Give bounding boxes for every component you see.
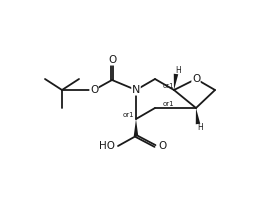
Text: or1: or1 xyxy=(162,83,174,89)
Text: H: H xyxy=(175,66,181,74)
Text: O: O xyxy=(158,141,166,151)
Text: O: O xyxy=(90,85,98,95)
Text: H: H xyxy=(197,124,203,132)
Polygon shape xyxy=(174,74,178,90)
Text: or1: or1 xyxy=(162,101,174,107)
Text: N: N xyxy=(132,85,140,95)
Text: O: O xyxy=(192,74,200,84)
Text: HO: HO xyxy=(99,141,115,151)
Polygon shape xyxy=(196,108,200,124)
Text: or1: or1 xyxy=(122,112,134,118)
Polygon shape xyxy=(134,119,138,136)
Text: O: O xyxy=(108,55,116,65)
